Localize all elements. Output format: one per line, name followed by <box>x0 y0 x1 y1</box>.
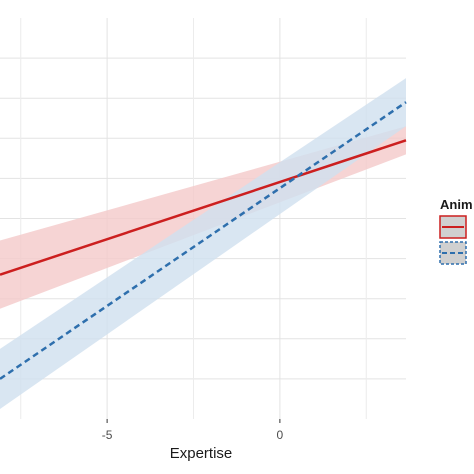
legend: Anim <box>439 197 473 265</box>
x-axis-title: Expertise <box>170 445 233 462</box>
regression-line-series-2 <box>0 101 407 380</box>
regression-line-series-1 <box>0 139 407 276</box>
x-tick-label: -5 <box>102 428 113 442</box>
legend-title: Anim <box>440 197 473 212</box>
x-tick-label: 0 <box>277 428 284 442</box>
x-tick-labels: -5 0 <box>102 419 284 442</box>
series-lines <box>0 101 407 380</box>
confidence-band-series-2 <box>0 78 406 409</box>
confidence-bands <box>0 78 406 409</box>
